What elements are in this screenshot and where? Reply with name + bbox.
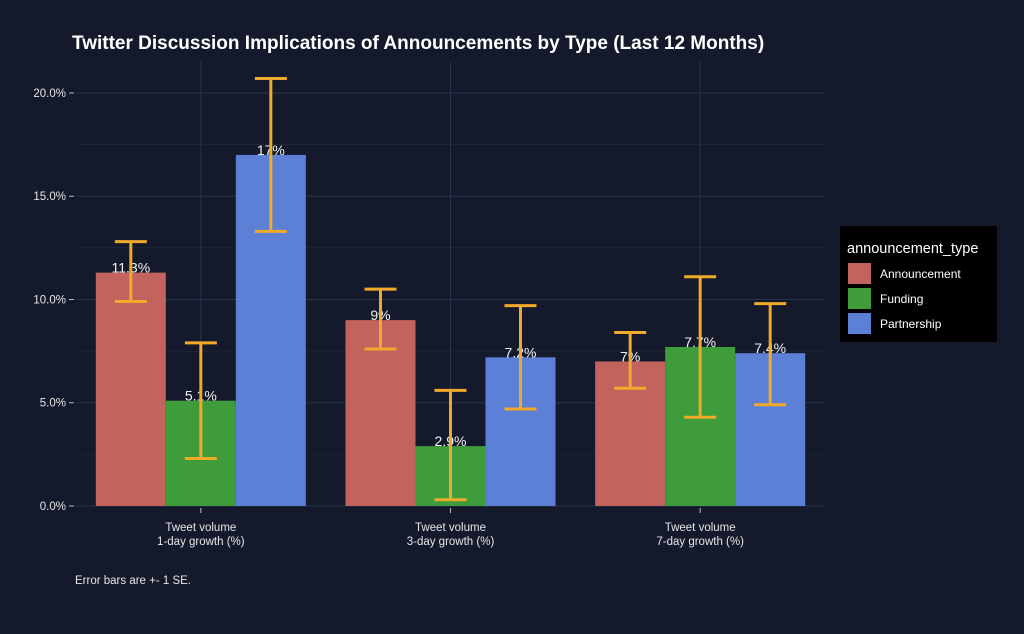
x-tick-label: Tweet volume	[665, 522, 736, 534]
x-tick-label: Tweet volume	[415, 522, 486, 534]
legend-key-announcement	[848, 263, 871, 284]
error-bar	[614, 331, 647, 390]
chart-caption: Error bars are +- 1 SE.	[75, 575, 191, 587]
legend-title: announcement_type	[847, 241, 978, 257]
y-tick-label: 0.0%	[40, 501, 66, 513]
error-bar	[684, 275, 717, 419]
y-tick-label: 5.0%	[40, 398, 66, 410]
plot-area: 0.0%5.0%10.0%15.0%20.0%11.3%5.1%17%9%2.9…	[33, 62, 825, 548]
x-tick-label: Tweet volume	[165, 522, 236, 534]
y-tick-label: 20.0%	[33, 88, 66, 100]
chart-title: Twitter Discussion Implications of Annou…	[72, 33, 764, 54]
legend-label: Partnership	[880, 317, 942, 331]
legend-label: Announcement	[880, 267, 961, 281]
legend-key-funding	[848, 288, 871, 309]
error-bar	[754, 302, 787, 407]
x-tick-label: 1-day growth (%)	[157, 536, 245, 548]
x-tick-label: 3-day growth (%)	[407, 536, 495, 548]
y-tick-label: 15.0%	[33, 191, 66, 203]
bar-announcement	[345, 320, 416, 506]
legend: announcement_type Announcement Funding Par…	[840, 226, 997, 342]
error-bar	[254, 77, 287, 233]
error-bar	[364, 287, 397, 351]
error-bar	[114, 240, 147, 304]
error-bar	[184, 341, 217, 461]
y-tick-label: 10.0%	[33, 294, 66, 306]
bar-announcement	[95, 272, 166, 506]
legend-key-partnership	[848, 313, 871, 334]
error-bar	[504, 304, 537, 411]
legend-label: Funding	[880, 292, 923, 306]
x-tick-label: 7-day growth (%)	[656, 536, 744, 548]
error-bar	[434, 388, 467, 502]
